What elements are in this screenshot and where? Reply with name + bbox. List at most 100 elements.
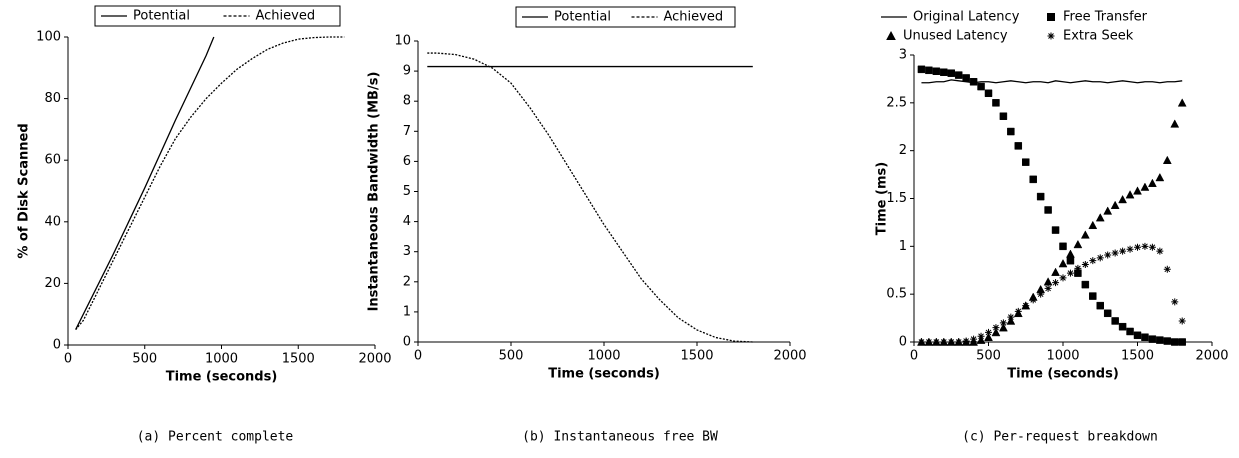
data-point [1170, 119, 1180, 128]
y-tick-label: 1 [899, 239, 907, 254]
data-point [1006, 316, 1016, 325]
data-point [1029, 175, 1037, 184]
data-point [1044, 206, 1052, 214]
legend-marker [1047, 32, 1055, 40]
y-tick-label: 10 [394, 34, 411, 49]
data-point [998, 323, 1008, 332]
y-tick-label: 60 [44, 153, 61, 168]
data-point [970, 335, 978, 343]
y-tick-label: 20 [44, 276, 61, 291]
data-point [1044, 284, 1052, 292]
legend-label: Free Transfer [1063, 10, 1148, 25]
y-tick-label: 0 [899, 335, 907, 350]
x-tick-label: 1500 [680, 349, 713, 364]
x-tick-label: 0 [414, 349, 422, 364]
data-point [962, 74, 970, 82]
data-line [921, 79, 1183, 84]
y-tick-label: 0 [53, 338, 61, 353]
data-point [962, 337, 970, 345]
data-point [1080, 230, 1090, 239]
data-point [1125, 190, 1135, 199]
legend-box [515, 6, 736, 28]
data-point [1103, 206, 1113, 215]
data-point [1022, 302, 1030, 310]
data-point [947, 69, 955, 77]
data-point [1118, 322, 1127, 331]
data-point [1155, 172, 1165, 182]
x-tick-label: 1500 [1121, 349, 1154, 364]
x-tick-label: 500 [132, 352, 157, 367]
data-point [1058, 259, 1068, 268]
data-point [1156, 247, 1164, 255]
x-axis-label: Time (seconds) [548, 367, 660, 382]
x-tick-label: 2000 [358, 352, 391, 367]
y-tick-label: 7 [403, 124, 411, 139]
y-tick-label: 80 [44, 91, 61, 106]
data-point [917, 65, 926, 74]
data-point [1088, 220, 1098, 230]
legend-label: Potential [133, 9, 190, 24]
data-point [1111, 249, 1119, 257]
data-point [1178, 338, 1186, 346]
data-point [1103, 309, 1112, 318]
data-point [1134, 243, 1141, 251]
data-point [1037, 290, 1045, 298]
data-point [999, 319, 1007, 327]
data-point [1089, 292, 1097, 300]
data-point [1148, 243, 1156, 251]
caption: (b) Instantaneous free BW [522, 430, 718, 445]
data-point [1177, 98, 1187, 107]
data-point [985, 328, 992, 336]
data-point [1014, 307, 1022, 315]
data-point [1178, 317, 1186, 325]
data-point [1162, 155, 1172, 164]
y-tick-label: 3 [403, 244, 411, 259]
data-point [1052, 279, 1060, 287]
y-tick-label: 2 [403, 274, 411, 289]
y-axis-label: % of Disk Scanned [17, 123, 32, 258]
legend-box [94, 5, 341, 27]
y-tick-label: 1 [403, 304, 411, 319]
data-line [427, 52, 753, 343]
data-point [1073, 239, 1083, 249]
y-tick-label: 4 [403, 214, 411, 229]
x-tick-label: 500 [499, 349, 524, 364]
data-point [1074, 264, 1082, 272]
data-point [1171, 298, 1179, 306]
data-point [1110, 200, 1120, 209]
data-point [992, 324, 1000, 332]
data-point [1140, 182, 1150, 191]
x-tick-label: 2000 [773, 349, 806, 364]
x-tick-label: 0 [64, 352, 72, 367]
data-point [1119, 247, 1127, 255]
x-axis-label: Time (seconds) [1007, 367, 1119, 382]
legend-marker [886, 30, 896, 40]
x-tick-label: 2000 [1195, 349, 1228, 364]
data-point [1007, 313, 1015, 321]
data-point [1029, 296, 1037, 304]
data-point [1095, 213, 1105, 222]
data-point [992, 99, 1000, 107]
data-line [75, 36, 345, 331]
caption: (a) Percent complete [137, 430, 294, 445]
y-tick-label: 8 [403, 94, 411, 109]
legend-label: Achieved [664, 10, 724, 25]
x-tick-label: 1500 [282, 352, 315, 367]
data-point [932, 67, 941, 76]
legend-label: Potential [554, 10, 611, 25]
y-tick-label: 100 [36, 30, 61, 45]
data-point [977, 82, 985, 91]
data-point [1081, 261, 1089, 269]
data-point [1141, 242, 1149, 250]
data-point [1126, 327, 1134, 336]
x-tick-label: 1000 [205, 352, 238, 367]
data-point [940, 338, 948, 346]
data-point [1096, 301, 1104, 310]
data-line [75, 36, 215, 330]
y-tick-label: 5 [403, 184, 411, 199]
data-point [1051, 267, 1060, 276]
x-axis-label: Time (seconds) [166, 370, 278, 385]
y-axis-label: Instantaneous Bandwidth (MB/s) [367, 72, 382, 312]
x-tick-label: 1000 [1046, 349, 1079, 364]
